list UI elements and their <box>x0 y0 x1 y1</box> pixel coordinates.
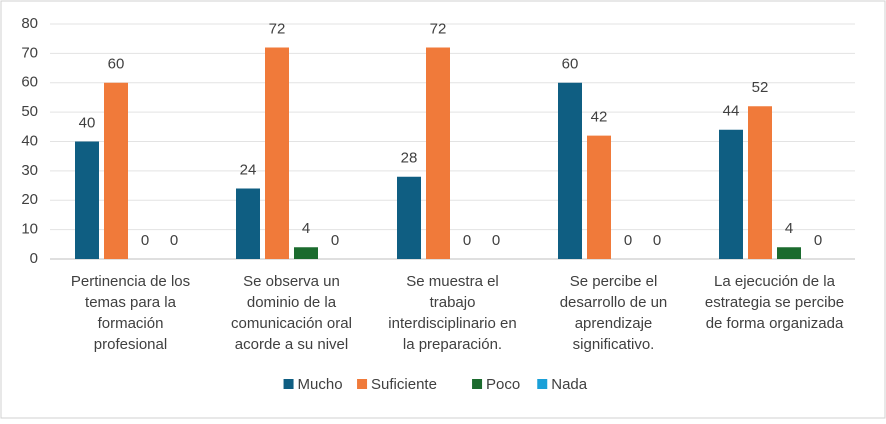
y-tick-label: 60 <box>21 74 38 91</box>
bar <box>294 247 318 259</box>
data-label: 60 <box>562 56 579 73</box>
data-label: 0 <box>170 232 178 249</box>
bar <box>397 176 421 259</box>
data-label: 60 <box>108 56 125 73</box>
bar <box>236 188 260 259</box>
y-tick-label: 40 <box>21 132 38 149</box>
y-tick-label: 10 <box>21 221 38 238</box>
data-label: 42 <box>591 109 608 126</box>
bar <box>426 47 450 259</box>
data-label: 0 <box>814 232 822 249</box>
y-tick-label: 80 <box>21 15 38 32</box>
bar <box>75 141 99 259</box>
data-label: 28 <box>401 150 418 167</box>
legend-swatch <box>283 379 294 389</box>
legend-label: Mucho <box>298 376 343 393</box>
data-label: 52 <box>752 79 769 96</box>
data-label: 0 <box>653 232 661 249</box>
legend-label: Nada <box>551 376 588 393</box>
bar <box>587 135 611 259</box>
bar <box>104 82 128 259</box>
data-label: 4 <box>785 220 793 237</box>
x-tick-label: aprendizaje <box>575 315 653 332</box>
data-label: 24 <box>240 161 257 178</box>
legend-label: Suficiente <box>371 376 437 393</box>
bar <box>558 82 582 259</box>
bar <box>777 247 801 259</box>
x-tick-label: trabajo <box>430 294 476 311</box>
data-label: 40 <box>79 114 96 131</box>
legend-swatch <box>357 379 368 389</box>
legend-label: Poco <box>486 376 520 393</box>
bar <box>265 47 289 259</box>
data-label: 4 <box>302 220 310 237</box>
x-tick-label: La ejecución de la <box>714 273 836 290</box>
y-tick-label: 30 <box>21 162 38 179</box>
x-tick-label: temas para la <box>85 294 177 311</box>
y-tick-label: 0 <box>30 250 38 267</box>
data-label: 44 <box>723 103 740 120</box>
x-tick-label: dominio de la <box>247 294 337 311</box>
x-tick-label: interdisciplinario en <box>388 315 516 332</box>
bar <box>719 129 743 259</box>
y-tick-label: 20 <box>21 191 38 208</box>
legend-swatch <box>537 379 548 389</box>
data-label: 72 <box>269 20 286 37</box>
x-tick-label: Se observa un <box>243 273 340 290</box>
data-label: 0 <box>463 232 471 249</box>
x-tick-label: significativo. <box>573 336 655 353</box>
data-label: 0 <box>141 232 149 249</box>
x-tick-label: estrategia se percibe <box>705 294 844 311</box>
x-tick-label: acorde a su nivel <box>235 336 348 353</box>
data-label: 0 <box>331 232 339 249</box>
bar <box>748 106 772 259</box>
x-tick-label: Se muestra el <box>406 273 499 290</box>
x-tick-label: la preparación. <box>403 336 502 353</box>
x-tick-label: comunicación oral <box>231 315 352 332</box>
y-tick-label: 70 <box>21 44 38 61</box>
x-tick-label: profesional <box>94 336 167 353</box>
x-tick-label: Se percibe el <box>570 273 658 290</box>
x-tick-label: formación <box>98 315 164 332</box>
data-label: 72 <box>430 20 447 37</box>
data-label: 0 <box>624 232 632 249</box>
x-tick-label: de forma organizada <box>706 315 844 332</box>
y-tick-label: 50 <box>21 103 38 120</box>
x-tick-label: Pertinencia de los <box>71 273 190 290</box>
data-label: 0 <box>492 232 500 249</box>
legend-swatch <box>472 379 483 389</box>
x-tick-label: desarrollo de un <box>560 294 668 311</box>
